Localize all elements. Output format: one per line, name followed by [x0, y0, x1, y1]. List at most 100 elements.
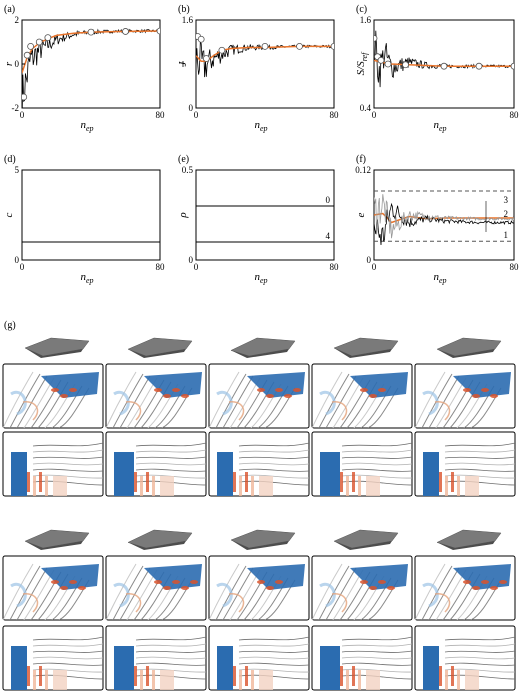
red-streak [33, 670, 36, 690]
streamline [135, 650, 206, 653]
perspective-content [312, 371, 408, 428]
x-tick-label: 80 [510, 262, 520, 272]
airfoil-edge [128, 349, 186, 358]
grey-signal-line [374, 194, 514, 239]
streamline [444, 643, 515, 647]
red-vortex-patch [163, 394, 171, 398]
data-marker [510, 62, 514, 70]
chart-panel-4: (d) 0 5 0 80 nep c [3, 154, 165, 285]
airfoil-shape [24, 337, 90, 357]
streamline [238, 662, 309, 666]
x-axis-label-sub: ep [439, 124, 447, 133]
orange-trail [22, 401, 39, 421]
streamline [444, 650, 515, 653]
series-label-4: 4 [326, 231, 331, 241]
red-streak [33, 476, 36, 496]
pale-region [366, 670, 380, 690]
red-streak [140, 670, 143, 690]
red-streak [39, 472, 42, 492]
red-streak [352, 472, 355, 492]
x-tick-label: 80 [156, 110, 166, 120]
streamline [341, 468, 412, 472]
red-streak [352, 666, 355, 686]
airfoil-edge [25, 541, 83, 550]
blue-surface-band [423, 452, 439, 496]
red-vortex-patch [284, 394, 292, 398]
x-tick-label: 0 [194, 262, 199, 272]
red-vortex-patch [154, 580, 162, 584]
series-label-1: 1 [504, 230, 509, 240]
streamline [135, 643, 206, 647]
blue-vortex-region [41, 564, 99, 590]
orange-trail [22, 593, 39, 613]
y-tick-label: 0.12 [355, 165, 371, 175]
data-marker [377, 56, 385, 64]
wake-streak [106, 563, 137, 620]
perspective-content [209, 371, 305, 428]
series-label-3: 3 [504, 195, 509, 205]
plot-frame [373, 169, 515, 261]
data-marker [35, 38, 43, 46]
red-vortex-patch [369, 394, 377, 398]
airfoil-edge [25, 348, 83, 358]
top-content [320, 442, 412, 496]
panel-g-renderings: (g) [2, 320, 516, 691]
streamline [341, 456, 412, 459]
data-marker [23, 51, 31, 59]
red-vortex-patch [266, 394, 274, 398]
streamline [238, 462, 309, 466]
wake-streak [415, 371, 446, 428]
raw-signal-line [374, 30, 514, 88]
streamline [238, 656, 309, 660]
x-axis-label: nep [433, 271, 446, 285]
blue-vortex-region [350, 564, 408, 590]
top-content [423, 442, 515, 496]
airfoil-shape [127, 529, 193, 549]
smoothed-line [374, 212, 514, 224]
streamline [238, 643, 309, 647]
x-tick-label: 0 [372, 110, 377, 120]
data-marker [402, 61, 409, 69]
chart-panel-5: (e) 0 0.5 0 80 nep ρ 0 4 [177, 154, 339, 285]
top-content [320, 636, 412, 690]
data-marker [384, 60, 392, 68]
x-axis-label-sub: ep [86, 276, 94, 285]
plot-area [374, 30, 514, 88]
plot-frame [21, 169, 161, 261]
light-blue-trail [10, 582, 27, 608]
streamline [444, 449, 515, 453]
streamline [341, 636, 412, 641]
red-streak [27, 472, 30, 492]
red-vortex-patch [481, 388, 489, 392]
red-streak [239, 476, 242, 496]
plot-area [196, 205, 334, 243]
airfoil-shape [333, 529, 399, 549]
pale-region [465, 670, 479, 690]
red-streak [39, 666, 42, 686]
data-marker [202, 55, 210, 62]
airfoil-shape [333, 337, 399, 357]
red-vortex-patch [181, 394, 189, 398]
y-tick-label: 0 [189, 103, 194, 113]
red-streak [134, 666, 137, 686]
blue-surface-band [217, 646, 233, 690]
x-tick-label: 0 [194, 110, 199, 120]
plot-area [196, 33, 334, 78]
x-axis-label: nep [433, 119, 446, 133]
blue-surface-band [11, 452, 27, 496]
streamline [341, 462, 412, 466]
wake-streak [209, 563, 240, 620]
red-vortex-patch [69, 388, 77, 392]
light-blue-trail [319, 582, 336, 608]
red-vortex-patch [51, 580, 59, 584]
red-vortex-patch [275, 580, 283, 584]
x-axis-label-sub: ep [260, 124, 268, 133]
perspective-content [209, 563, 305, 620]
red-vortex-patch [172, 388, 180, 392]
top-content [217, 442, 309, 496]
series-label-0: 0 [326, 195, 331, 205]
red-vortex-patch [154, 388, 162, 392]
red-streak [445, 476, 448, 496]
light-blue-trail [113, 390, 130, 416]
